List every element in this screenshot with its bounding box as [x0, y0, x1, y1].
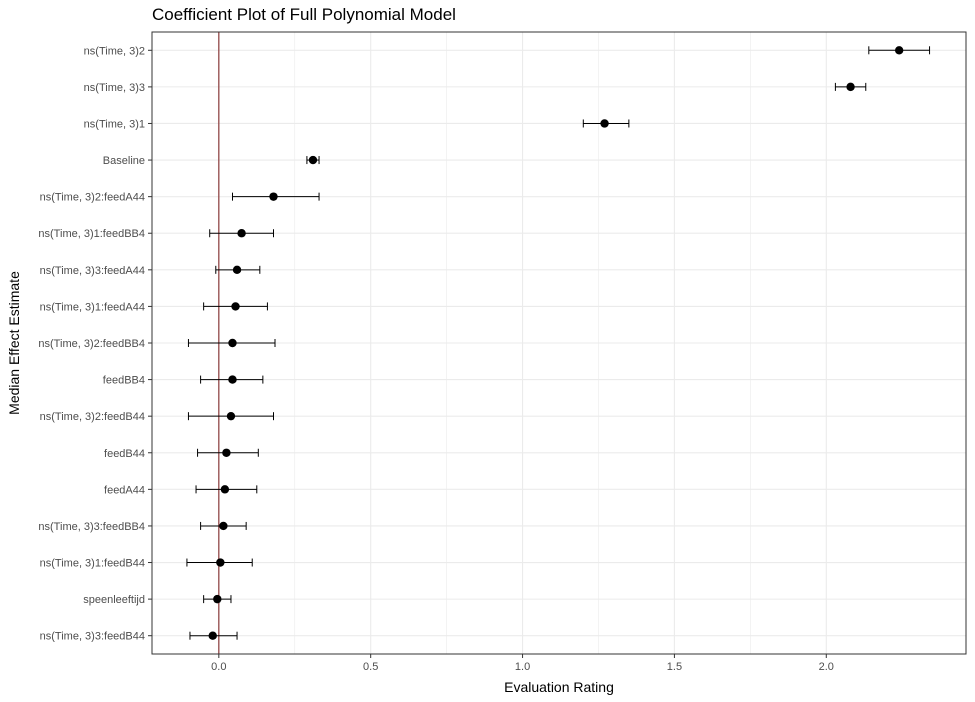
estimate-point [894, 46, 904, 55]
y-tick-label: feedB44 [104, 448, 145, 460]
y-tick-label: ns(Time, 3)3:feedB44 [40, 631, 145, 643]
y-axis-title: Median Effect Estimate [6, 271, 22, 415]
x-axis: 0.0 0.5 1.0 1.5 2.0 [211, 654, 834, 673]
y-tick-label: ns(Time, 3)1:feedBB4 [38, 228, 145, 240]
y-tick-label: ns(Time, 3)2 [84, 45, 145, 57]
estimate-point [208, 631, 217, 640]
estimate-point [228, 375, 237, 384]
x-tick-label: 0.0 [211, 661, 226, 673]
marks [186, 46, 931, 640]
chart-title: Coefficient Plot of Full Polynomial Mode… [152, 5, 456, 24]
y-axis: ns(Time, 3)2 ns(Time, 3)3 ns(Time, 3)1 Base… [38, 45, 152, 643]
y-tick-label: ns(Time, 3)1:feedA44 [40, 301, 145, 313]
y-tick-label: ns(Time, 3)2:feedBB4 [38, 338, 145, 350]
estimate-point [600, 119, 609, 128]
y-tick-label: ns(Time, 3)1:feedB44 [40, 558, 145, 570]
x-tick-label: 2.0 [819, 661, 834, 673]
estimate-point [846, 82, 855, 92]
estimate-point [308, 155, 318, 165]
x-axis-title: Evaluation Rating [504, 679, 614, 695]
y-tick-label: ns(Time, 3)3 [84, 82, 145, 94]
estimate-point [216, 558, 225, 567]
y-tick-label: ns(Time, 3)2:feedB44 [40, 411, 145, 423]
grid [152, 32, 966, 654]
y-tick-label: ns(Time, 3)1 [84, 118, 145, 130]
y-tick-label: feedA44 [104, 484, 145, 496]
estimate-point [237, 229, 246, 238]
y-tick-label: ns(Time, 3)3:feedA44 [40, 265, 145, 277]
estimate-point [232, 265, 242, 275]
estimate-point [213, 594, 222, 604]
y-tick-label: speenleeftijd [83, 594, 145, 606]
x-tick-label: 1.0 [515, 661, 530, 673]
y-tick-label: ns(Time, 3)2:feedA44 [40, 192, 145, 204]
estimate-point [220, 485, 230, 494]
estimate-point [269, 192, 278, 201]
x-tick-label: 0.5 [363, 661, 378, 673]
estimate-point [222, 448, 231, 457]
y-tick-label: Baseline [103, 155, 145, 167]
estimate-point [226, 411, 236, 421]
y-tick-label: ns(Time, 3)3:feedBB4 [38, 521, 145, 533]
y-tick-label: feedBB4 [103, 375, 145, 387]
estimate-point [219, 521, 228, 531]
estimate-point [228, 338, 237, 348]
estimate-point [231, 302, 240, 311]
x-tick-label: 1.5 [667, 661, 682, 673]
